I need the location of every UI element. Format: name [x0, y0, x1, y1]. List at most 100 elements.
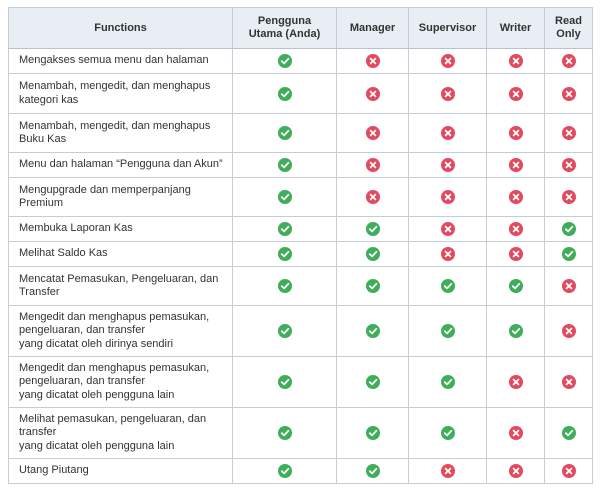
access-cell-main-user: [232, 177, 337, 217]
x-circle-icon: [440, 158, 455, 172]
x-circle-icon: [508, 464, 523, 478]
check-circle-icon: [277, 247, 292, 261]
function-label: Melihat pemasukan, pengeluaran, dan tran…: [8, 407, 233, 459]
x-circle-icon: [508, 126, 523, 140]
x-circle-icon: [561, 190, 576, 204]
access-cell-writer: [486, 241, 545, 267]
access-cell-manager: [336, 177, 409, 217]
access-cell-supervisor: [408, 407, 487, 459]
header-read-only: Read Only: [544, 7, 593, 49]
check-circle-icon: [365, 247, 380, 261]
x-circle-icon: [365, 126, 380, 140]
x-circle-icon: [508, 375, 523, 389]
access-cell-supervisor: [408, 305, 487, 357]
access-cell-read-only: [544, 152, 593, 178]
access-cell-writer: [486, 48, 545, 74]
function-label: Mengakses semua menu dan halaman: [8, 48, 233, 74]
access-cell-supervisor: [408, 216, 487, 242]
check-circle-icon: [440, 324, 455, 338]
table-body: Mengakses semua menu dan halaman Menambah…: [8, 48, 593, 484]
x-circle-icon: [508, 158, 523, 172]
check-circle-icon: [277, 126, 292, 140]
x-circle-icon: [508, 247, 523, 261]
check-circle-icon: [277, 464, 292, 478]
table-row: Mengedit dan menghapus pemasukan, pengel…: [8, 356, 593, 408]
header-main-user: Pengguna Utama (Anda): [232, 7, 337, 49]
access-cell-read-only: [544, 407, 593, 459]
access-cell-read-only: [544, 266, 593, 306]
access-cell-manager: [336, 305, 409, 357]
check-circle-icon: [561, 426, 576, 440]
check-circle-icon: [508, 324, 523, 338]
access-cell-manager: [336, 266, 409, 306]
access-cell-main-user: [232, 73, 337, 114]
access-cell-manager: [336, 113, 409, 153]
access-cell-writer: [486, 152, 545, 178]
table-row: Membuka Laporan Kas: [8, 216, 593, 242]
access-cell-manager: [336, 73, 409, 114]
access-cell-main-user: [232, 266, 337, 306]
check-circle-icon: [365, 222, 380, 236]
function-label: Utang Piutang: [8, 458, 233, 484]
access-cell-manager: [336, 241, 409, 267]
access-cell-read-only: [544, 177, 593, 217]
access-cell-main-user: [232, 458, 337, 484]
access-cell-writer: [486, 407, 545, 459]
table-row: Melihat Saldo Kas: [8, 241, 593, 267]
table-row: Mengakses semua menu dan halaman: [8, 48, 593, 74]
access-cell-main-user: [232, 48, 337, 74]
access-cell-read-only: [544, 73, 593, 114]
header-row: Functions Pengguna Utama (Anda) Manager …: [8, 7, 593, 49]
access-cell-manager: [336, 152, 409, 178]
access-cell-main-user: [232, 216, 337, 242]
access-cell-writer: [486, 458, 545, 484]
header-supervisor: Supervisor: [408, 7, 487, 49]
access-cell-main-user: [232, 152, 337, 178]
check-circle-icon: [277, 190, 292, 204]
access-cell-supervisor: [408, 241, 487, 267]
x-circle-icon: [508, 190, 523, 204]
access-cell-writer: [486, 305, 545, 357]
access-cell-writer: [486, 216, 545, 242]
check-circle-icon: [365, 426, 380, 440]
check-circle-icon: [277, 324, 292, 338]
table-row: Utang Piutang: [8, 458, 593, 484]
table-row: Menambah, mengedit, dan menghapus Buku K…: [8, 113, 593, 153]
x-circle-icon: [561, 464, 576, 478]
access-cell-writer: [486, 73, 545, 114]
table-row: Menu dan halaman “Pengguna dan Akun”: [8, 152, 593, 178]
check-circle-icon: [365, 324, 380, 338]
table-row: Mencatat Pemasukan, Pengeluaran, dan Tra…: [8, 266, 593, 306]
access-cell-read-only: [544, 216, 593, 242]
access-cell-manager: [336, 216, 409, 242]
header-manager: Manager: [336, 7, 409, 49]
x-circle-icon: [561, 86, 576, 101]
x-circle-icon: [440, 54, 455, 68]
access-cell-supervisor: [408, 152, 487, 178]
check-circle-icon: [440, 375, 455, 389]
function-label: Membuka Laporan Kas: [8, 216, 233, 242]
function-label: Mengedit dan menghapus pemasukan, pengel…: [8, 356, 233, 408]
access-cell-supervisor: [408, 266, 487, 306]
access-cell-supervisor: [408, 458, 487, 484]
access-cell-read-only: [544, 48, 593, 74]
x-circle-icon: [561, 324, 576, 338]
access-cell-supervisor: [408, 356, 487, 408]
access-cell-supervisor: [408, 73, 487, 114]
check-circle-icon: [440, 426, 455, 440]
x-circle-icon: [440, 190, 455, 204]
x-circle-icon: [365, 158, 380, 172]
x-circle-icon: [440, 86, 455, 101]
check-circle-icon: [365, 464, 380, 478]
x-circle-icon: [365, 86, 380, 101]
check-circle-icon: [277, 426, 292, 440]
check-circle-icon: [561, 247, 576, 261]
x-circle-icon: [508, 54, 523, 68]
access-cell-writer: [486, 356, 545, 408]
check-circle-icon: [365, 279, 380, 293]
x-circle-icon: [508, 426, 523, 440]
table-row: Mengedit dan menghapus pemasukan, pengel…: [8, 305, 593, 357]
access-cell-main-user: [232, 113, 337, 153]
function-label: Mengupgrade dan memperpanjang Premium: [8, 177, 233, 217]
x-circle-icon: [561, 375, 576, 389]
